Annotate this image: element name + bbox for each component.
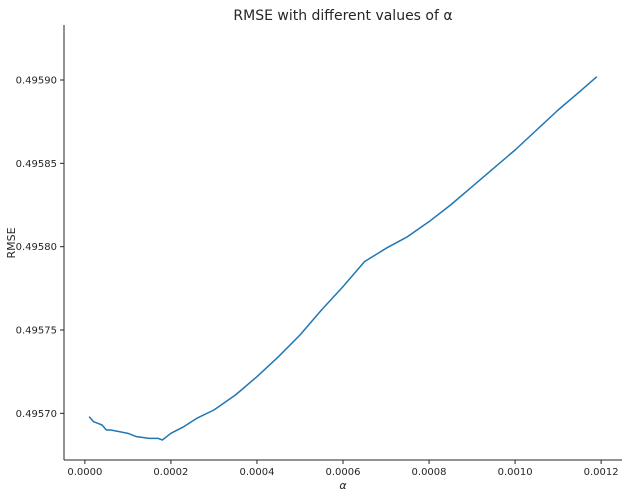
y-axis-ticks: 0.49570 0.49575 0.49580 0.49585 0.49590 xyxy=(16,76,64,420)
x-tick-label: 0.0012 xyxy=(584,467,619,478)
x-tick-label: 0.0000 xyxy=(67,467,102,478)
x-tick-label: 0.0010 xyxy=(498,467,533,478)
x-tick-label: 0.0006 xyxy=(326,467,361,478)
y-tick-label: 0.49590 xyxy=(16,76,57,87)
x-tick-label: 0.0004 xyxy=(239,467,274,478)
x-axis-label: α xyxy=(339,479,347,492)
y-tick-label: 0.49570 xyxy=(16,409,57,420)
x-tick-label: 0.0008 xyxy=(412,467,447,478)
x-axis-ticks: 0.0000 0.0002 0.0004 0.0006 0.0008 0.0010 0.00… xyxy=(67,460,619,478)
y-axis-label: RMSE xyxy=(5,227,18,258)
series-line-0 xyxy=(88,76,598,441)
chart-title: RMSE with different values of α xyxy=(233,8,452,24)
series-layer xyxy=(88,76,598,441)
y-tick-label: 0.49585 xyxy=(16,159,57,170)
x-tick-label: 0.0002 xyxy=(153,467,188,478)
y-tick-label: 0.49580 xyxy=(16,242,57,253)
y-tick-label: 0.49575 xyxy=(16,326,57,337)
